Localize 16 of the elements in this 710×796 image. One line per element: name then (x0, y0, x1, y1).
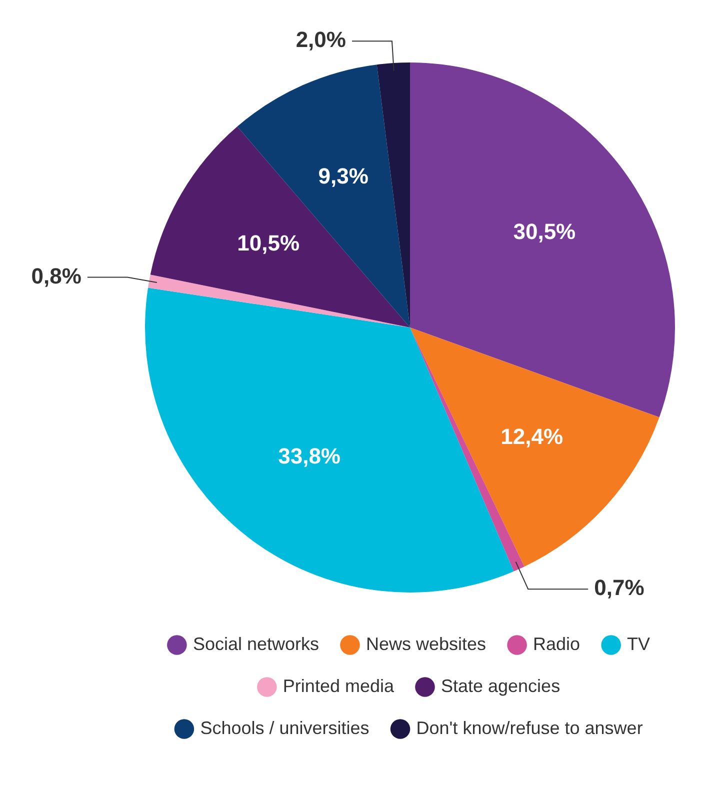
data-label: 0,8% (31, 263, 82, 288)
legend-label: Don't know/refuse to answer (416, 718, 643, 738)
legend-label: News websites (366, 634, 486, 654)
data-label: 10,5% (237, 230, 300, 256)
legend-label: State agencies (440, 676, 560, 696)
legend-label: Schools / universities (200, 718, 370, 738)
data-label: 9,3% (318, 163, 368, 188)
data-label: 2,0% (296, 27, 346, 52)
data-label: 0,7% (594, 575, 644, 600)
data-label: 12,4% (500, 424, 564, 449)
legend-label: Radio (533, 634, 580, 654)
legend-label: TV (627, 634, 650, 654)
legend-label: Printed media (282, 676, 395, 696)
data-label: 33,8% (278, 443, 340, 468)
legend-label: Social networks (192, 634, 319, 654)
data-label: 30,5% (513, 219, 576, 244)
